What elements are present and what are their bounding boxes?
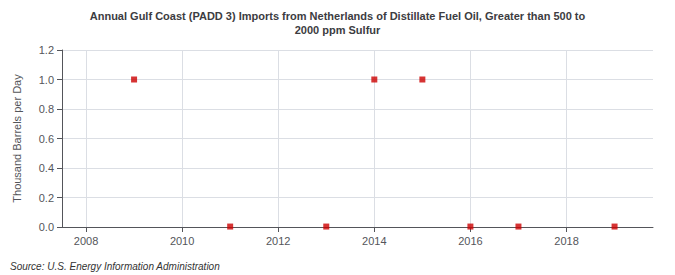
svg-text:2014: 2014: [362, 235, 386, 247]
svg-text:0.4: 0.4: [39, 162, 54, 174]
svg-text:2016: 2016: [458, 235, 482, 247]
svg-text:0.2: 0.2: [39, 192, 54, 204]
svg-text:2000 ppm Sulfur: 2000 ppm Sulfur: [295, 24, 381, 36]
svg-text:Thousand Barrels per Day: Thousand Barrels per Day: [11, 74, 23, 203]
svg-text:1.0: 1.0: [39, 74, 54, 86]
svg-text:Annual Gulf Coast (PADD 3) Imp: Annual Gulf Coast (PADD 3) Imports from …: [90, 10, 586, 22]
svg-text:2018: 2018: [554, 235, 578, 247]
svg-text:2012: 2012: [266, 235, 290, 247]
svg-text:0.6: 0.6: [39, 133, 54, 145]
svg-text:1.2: 1.2: [39, 44, 54, 56]
svg-text:0.0: 0.0: [39, 221, 54, 233]
svg-text:2010: 2010: [170, 235, 194, 247]
svg-text:0.8: 0.8: [39, 103, 54, 115]
svg-text:2008: 2008: [74, 235, 98, 247]
svg-text:Source: U.S. Energy Informatio: Source: U.S. Energy Information Administ…: [10, 261, 220, 272]
